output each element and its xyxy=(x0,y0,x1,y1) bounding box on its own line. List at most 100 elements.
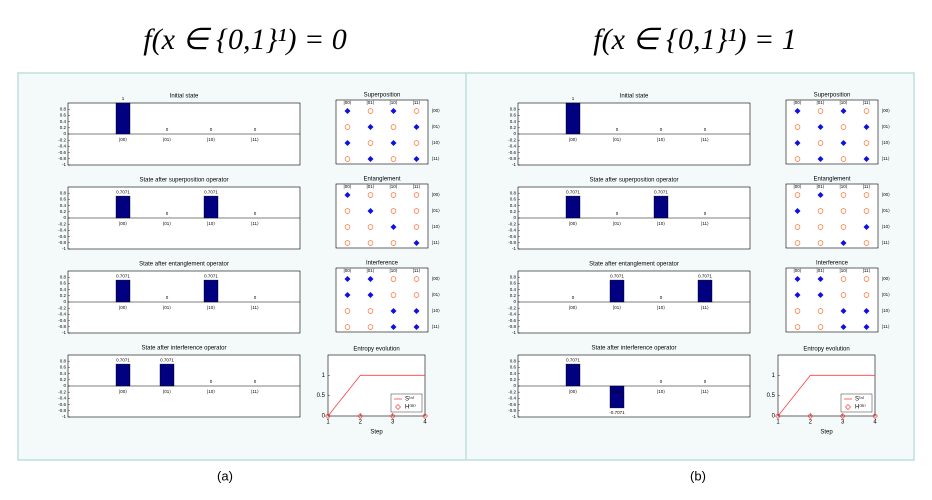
matrix-cell xyxy=(367,156,374,162)
y-tick-label: -0.4 xyxy=(508,144,516,149)
row-label: |00⟩ xyxy=(432,276,440,281)
marker xyxy=(872,413,878,419)
matrix-cell xyxy=(344,108,351,114)
chart-title: Interference xyxy=(366,261,399,267)
row-label: |10⟩ xyxy=(882,140,890,145)
matrix-cell xyxy=(840,108,847,114)
matrix-cell xyxy=(390,292,397,298)
y-tick-label: 0.8 xyxy=(60,106,67,111)
matrix-cell xyxy=(367,292,374,298)
matrix-cell xyxy=(840,192,847,198)
plot-area xyxy=(785,183,879,249)
column-label: |11⟩ xyxy=(413,100,421,105)
matrix-cell xyxy=(413,324,420,330)
y-tick-label: 0.6 xyxy=(60,113,67,118)
x-tick-label: 4 xyxy=(423,420,427,426)
matrix-cell xyxy=(794,140,801,146)
matrix-cell xyxy=(367,208,374,214)
y-tick-label: -0.4 xyxy=(58,396,66,401)
matrix-cell xyxy=(413,240,420,246)
x-tick-label: |10⟩ xyxy=(207,389,215,394)
matrix-cell xyxy=(390,156,397,162)
y-tick-label: -0.6 xyxy=(508,234,516,239)
matrix-cell xyxy=(367,192,374,198)
matrix-cell xyxy=(817,208,824,214)
column-label: |00⟩ xyxy=(344,184,352,189)
matrix-cell xyxy=(863,124,870,130)
y-tick-label: 0.2 xyxy=(510,377,517,382)
y-tick-label: 0.2 xyxy=(510,125,517,130)
matrix-cell xyxy=(413,208,420,214)
marker xyxy=(357,413,364,419)
x-tick-label: |10⟩ xyxy=(657,305,665,310)
chart-title: Entanglement xyxy=(813,177,850,183)
y-tick-label: 0 xyxy=(513,131,516,136)
y-tick-label: -0.2 xyxy=(508,137,516,142)
matrix-cell xyxy=(367,276,374,282)
bar xyxy=(203,195,219,219)
bar xyxy=(609,279,625,303)
value-label: 0.7071 xyxy=(204,273,218,278)
matrix-cell xyxy=(390,276,397,282)
value-label: 0.7071 xyxy=(116,189,130,194)
x-axis-label: Step xyxy=(820,430,833,436)
bar xyxy=(203,279,219,303)
y-tick-label: -0.6 xyxy=(508,402,516,407)
x-tick-label: |01⟩ xyxy=(163,305,171,310)
matrix-cell xyxy=(863,140,870,146)
matrix-cell xyxy=(344,156,351,162)
y-tick-label: 1 xyxy=(322,373,326,379)
marker xyxy=(775,413,781,419)
value-label: 0 xyxy=(572,295,575,300)
x-tick-label: |00⟩ xyxy=(569,221,577,226)
y-tick-label: 0.6 xyxy=(510,281,517,286)
value-label: 0 xyxy=(210,127,213,132)
y-tick-label: -0.4 xyxy=(58,312,66,317)
row-label: |01⟩ xyxy=(882,208,890,213)
x-tick-label: |01⟩ xyxy=(163,137,171,142)
y-tick-label: -0.6 xyxy=(58,402,66,407)
matrix-cell xyxy=(344,308,351,314)
row-label: |00⟩ xyxy=(432,108,440,113)
y-tick-label: -0.2 xyxy=(58,389,66,394)
value-label: 0 xyxy=(166,295,169,300)
column-label: |01⟩ xyxy=(367,100,375,105)
matrix-cell xyxy=(344,124,351,130)
matrix-cell xyxy=(390,308,397,314)
y-tick-label: -0.8 xyxy=(508,324,516,329)
y-tick-label: -0.4 xyxy=(508,228,516,233)
matrix-cell xyxy=(367,224,374,230)
legend-swatch xyxy=(395,404,401,410)
matrix-cell xyxy=(863,276,870,282)
matrix-cell xyxy=(344,140,351,146)
matrix-cell xyxy=(794,240,801,246)
matrix-cell xyxy=(840,240,847,246)
y-tick-label: -0.2 xyxy=(508,221,516,226)
x-axis-label: Step xyxy=(370,430,383,436)
matrix-cell xyxy=(794,324,801,330)
y-tick-label: 0.2 xyxy=(510,209,517,214)
x-tick-label: |01⟩ xyxy=(613,137,621,142)
y-tick-label: 0 xyxy=(513,215,516,220)
value-label: 0.7071 xyxy=(566,357,580,362)
matrix-cell xyxy=(390,324,397,330)
matrix-cell xyxy=(840,276,847,282)
y-tick-label: -0.6 xyxy=(58,234,66,239)
bar xyxy=(565,102,581,135)
x-tick-label: |01⟩ xyxy=(163,389,171,394)
caption: (a) xyxy=(217,468,233,483)
chart-title: Initial state xyxy=(620,94,649,100)
matrix-cell xyxy=(367,308,374,314)
y-tick-label: 0.6 xyxy=(60,197,67,202)
y-tick-label: 0.6 xyxy=(510,365,517,370)
value-label: 1 xyxy=(572,96,575,101)
matrix-cell xyxy=(840,292,847,298)
row-label: |11⟩ xyxy=(432,240,440,245)
y-tick-label: 0.2 xyxy=(60,293,67,298)
column-label: |01⟩ xyxy=(817,268,825,273)
value-label: 0.7071 xyxy=(698,273,712,278)
value-label: -0.7071 xyxy=(609,410,625,415)
column-label: |01⟩ xyxy=(817,184,825,189)
row-label: |10⟩ xyxy=(882,308,890,313)
